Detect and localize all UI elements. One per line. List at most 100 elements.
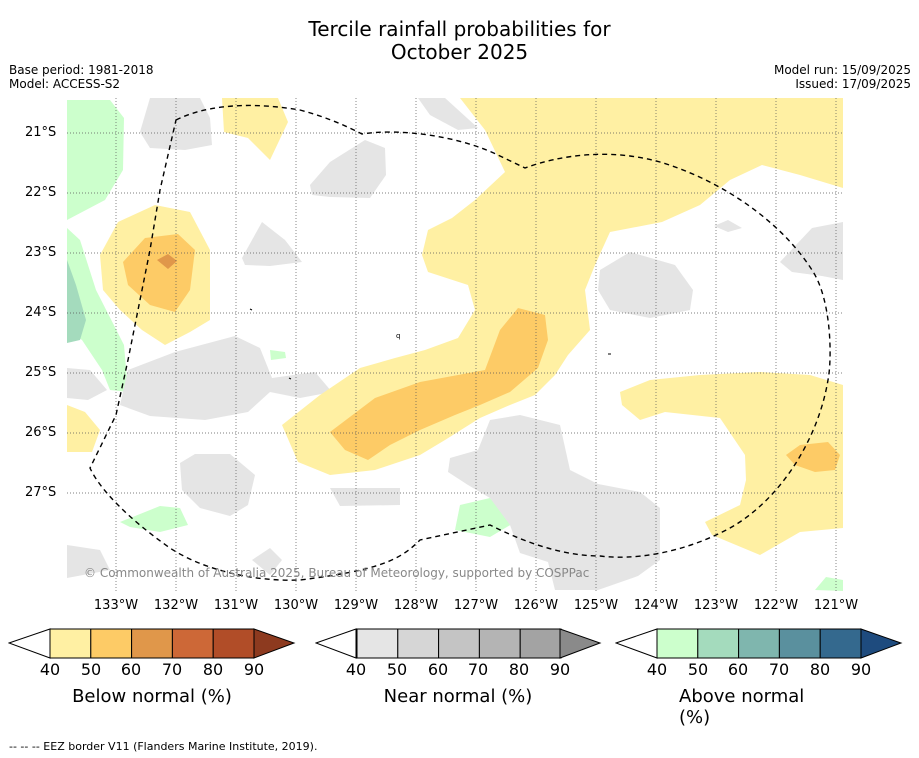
colorbar-segment xyxy=(738,628,780,659)
lon-label: 128°W xyxy=(393,598,439,613)
colorbar-tick: 60 xyxy=(427,660,449,679)
below-normal-area-40 xyxy=(67,405,100,452)
above-normal-area xyxy=(67,100,124,220)
title-line-2: October 2025 xyxy=(390,40,529,64)
base-period: Base period: 1981-2018 xyxy=(9,63,154,77)
colorbar-tick: 40 xyxy=(39,660,61,679)
lat-label: 21°S xyxy=(25,125,57,140)
near-normal-area xyxy=(448,415,660,590)
map-fields xyxy=(67,98,843,591)
below-normal-area-50 xyxy=(330,308,548,460)
near-normal-area xyxy=(67,368,107,400)
colorbar-segment xyxy=(131,628,173,659)
colorbar-tick: 70 xyxy=(161,660,183,679)
lon-label: 126°W xyxy=(513,598,559,613)
metadata-left: Base period: 1981-2018 Model: ACCESS-S2 xyxy=(9,63,154,91)
rainfall-map: q xyxy=(67,98,843,591)
colorbar-segment xyxy=(656,628,699,659)
lon-label: 125°W xyxy=(573,598,619,613)
near-normal-area xyxy=(120,336,332,420)
above-normal-area xyxy=(815,577,843,591)
lon-label: 129°W xyxy=(333,598,379,613)
near-normal-area xyxy=(140,98,212,150)
lon-label: 123°W xyxy=(693,598,739,613)
colorbar-tick: 40 xyxy=(646,660,668,679)
lon-label: 127°W xyxy=(453,598,499,613)
lon-label: 121°W xyxy=(813,598,859,613)
model-run: Model run: 15/09/2025 xyxy=(773,63,911,77)
colorbar-tick: 70 xyxy=(768,660,790,679)
colorbar-title-below: Below normal (%) xyxy=(72,686,232,707)
colorbar-tick: 40 xyxy=(345,660,367,679)
colorbar-segment xyxy=(49,628,92,659)
near-normal-area xyxy=(310,140,386,198)
colorbar-extend-low xyxy=(315,628,357,659)
colorbar-segment xyxy=(478,628,521,659)
colorbar-tick: 90 xyxy=(549,660,571,679)
colorbar-tick: 60 xyxy=(120,660,142,679)
colorbar-tick: 90 xyxy=(850,660,872,679)
lon-label: 132°W xyxy=(153,598,199,613)
colorbar-tick: 60 xyxy=(727,660,749,679)
near-normal-area xyxy=(330,488,400,506)
colorbar-segment xyxy=(212,628,255,659)
near-normal-area xyxy=(252,548,282,575)
island-marker xyxy=(249,308,253,311)
colorbar-segment xyxy=(356,628,399,659)
below-normal-area-50 xyxy=(786,442,840,472)
near-normal-area xyxy=(180,454,255,516)
colorbar-extend-high xyxy=(253,628,296,659)
above-normal-area xyxy=(270,350,286,360)
colorbar-above-normal xyxy=(615,628,903,659)
eez-footnote: -- -- -- EEZ border V11 (Flanders Marine… xyxy=(9,740,318,753)
lat-label: 26°S xyxy=(25,425,57,440)
near-normal-area xyxy=(780,222,843,280)
lat-label: 22°S xyxy=(25,185,57,200)
lat-label: 23°S xyxy=(25,245,57,260)
colorbar-tick: 80 xyxy=(809,660,831,679)
colorbar-extend-high xyxy=(860,628,903,659)
below-normal-area-40 xyxy=(620,372,843,555)
colorbar-segment xyxy=(397,628,440,659)
island-marker xyxy=(288,377,292,380)
colorbar-tick: 70 xyxy=(467,660,489,679)
above-normal-area xyxy=(120,506,188,532)
copyright-notice: © Commonwealth of Australia 2025, Bureau… xyxy=(84,566,590,580)
metadata-right: Model run: 15/09/2025 Issued: 17/09/2025 xyxy=(774,63,911,91)
colorbar-segment xyxy=(171,628,214,659)
model-name: Model: ACCESS-S2 xyxy=(9,77,121,91)
colorbar-segment xyxy=(519,628,562,659)
island-marker: q xyxy=(396,332,400,340)
lon-label: 124°W xyxy=(633,598,679,613)
colorbar-title-above: Above normal (%) xyxy=(679,686,805,728)
lon-label: 131°W xyxy=(213,598,259,613)
map-title: Tercile rainfall probabilities for Octob… xyxy=(0,18,919,64)
colorbar-tick: 80 xyxy=(202,660,224,679)
colorbar-segment xyxy=(819,628,862,659)
near-normal-area xyxy=(242,222,302,266)
colorbar-tick: 50 xyxy=(386,660,408,679)
issued-date: Issued: 17/09/2025 xyxy=(795,77,911,91)
colorbar-title-near: Near normal (%) xyxy=(383,686,533,707)
colorbar-segment xyxy=(778,628,821,659)
colorbar-extend-high xyxy=(559,628,602,659)
above-normal-area xyxy=(67,228,128,392)
colorbar-near-normal xyxy=(315,628,602,659)
title-line-1: Tercile rainfall probabilities for xyxy=(308,17,611,41)
colorbar-tick: 80 xyxy=(508,660,530,679)
below-normal-area-60 xyxy=(157,254,177,269)
near-normal-area xyxy=(418,98,478,130)
map-gridlines xyxy=(67,98,843,591)
colorbar-tick: 50 xyxy=(80,660,102,679)
near-normal-area xyxy=(714,220,742,232)
near-normal-area xyxy=(598,252,693,318)
near-normal-area xyxy=(67,545,110,578)
above-normal-area-60 xyxy=(67,260,86,343)
colorbar-extend-low xyxy=(8,628,51,659)
lon-label: 133°W xyxy=(93,598,139,613)
colorbar-segment xyxy=(90,628,133,659)
lat-label: 27°S xyxy=(25,485,57,500)
colorbar-tick: 90 xyxy=(243,660,265,679)
lon-label: 130°W xyxy=(273,598,319,613)
colorbar-below-normal xyxy=(8,628,296,659)
